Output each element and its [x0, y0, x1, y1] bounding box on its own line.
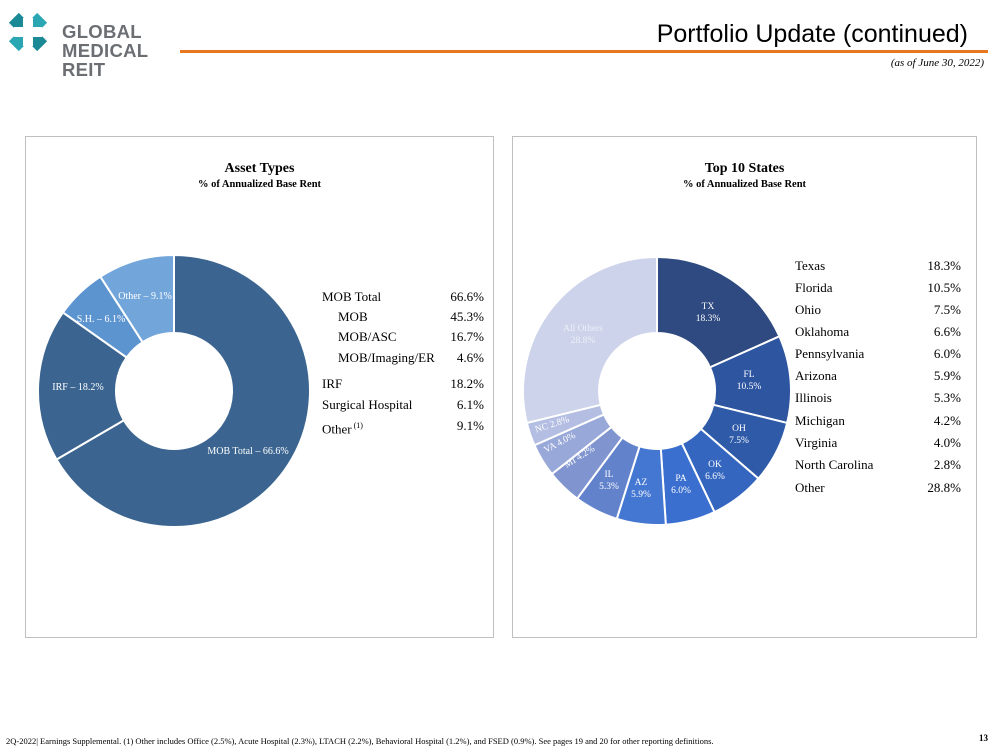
asset-types-donut: MOB Total – 66.6% IRF – 18.2% S.H. – 6.1% O… — [37, 253, 311, 528]
legend-value: 4.0% — [933, 435, 961, 450]
footer-note: 2Q-2022| Earnings Supplemental. (1) Othe… — [6, 736, 714, 746]
legend-value: 10.5% — [927, 280, 961, 295]
slice-label-mob-total: MOB Total – 66.6% — [207, 446, 288, 457]
top-states-donut: TX 18.3% FL 10.5% OH 7.5%OK 6.6% PA 6.0% AZ 5.9% IL… — [522, 255, 792, 526]
legend-value: 9.1% — [456, 418, 484, 433]
footnote-marker: (1) — [351, 421, 363, 430]
legend-value: 6.1% — [456, 397, 484, 412]
logo-line-1: GLOBAL — [62, 21, 142, 42]
top-states-subtitle: % of Annualized Base Rent — [682, 179, 807, 190]
logo-line-2: MEDICAL REIT — [62, 40, 149, 80]
legend-label: Other (1) — [322, 421, 363, 437]
legend-label: Michigan — [795, 413, 845, 428]
logo-wordmark: GLOBAL MEDICAL REIT — [62, 22, 190, 79]
legend-value: 4.2% — [933, 413, 961, 428]
top-states-title: Top 10 States — [704, 161, 785, 176]
slice-all-others — [522, 255, 658, 425]
slice-tx — [656, 255, 781, 369]
slice-label-tx: TX 18.3% — [696, 302, 721, 324]
legend-label: Florida — [795, 280, 833, 295]
slice-label-other: Other – 9.1% — [118, 291, 172, 302]
page-subtitle: (as of June 30, 2022) — [890, 57, 984, 69]
legend-label: IRF — [322, 376, 343, 391]
legend-value: 66.6% — [450, 289, 484, 304]
legend-value: 5.3% — [933, 390, 961, 405]
slice-label-s-h: S.H. – 6.1% — [77, 314, 126, 325]
slice-label-ok: OK 6.6% — [705, 460, 725, 482]
slice-label-irf: IRF – 18.2% — [52, 382, 103, 393]
legend-label: Pennsylvania — [795, 346, 865, 361]
legend-label: MOB Total — [322, 289, 382, 304]
slice-mob-total — [55, 253, 311, 528]
legend-value: 2.8% — [933, 457, 961, 472]
legend-value: 6.6% — [933, 324, 961, 339]
legend-value: 6.0% — [933, 346, 961, 361]
legend-value: 45.3% — [450, 309, 484, 324]
legend-value: 5.9% — [933, 368, 961, 383]
legend-label: Arizona — [795, 368, 837, 383]
legend-value: 7.5% — [933, 302, 961, 317]
header-rule — [180, 50, 988, 53]
top-states-panel: Top 10 States % of Annualized Base Rent … — [512, 136, 977, 638]
page-number: 13 — [979, 733, 988, 743]
slice-label-all-others: All Others 28.8% — [563, 324, 603, 346]
slice-irf — [37, 311, 129, 461]
slice-label-fl: FL 10.5% — [737, 370, 762, 392]
legend-label: Oklahoma — [795, 324, 850, 339]
legend-value: 28.8% — [927, 480, 961, 495]
legend-label: North Carolina — [795, 457, 874, 472]
legend-label: Surgical Hospital — [322, 397, 413, 412]
legend-label: MOB/Imaging/ER — [338, 350, 435, 365]
legend-label: Ohio — [795, 302, 821, 317]
legend-value: 18.2% — [450, 376, 484, 391]
asset-types-subtitle: % of Annualized Base Rent — [197, 179, 322, 190]
page-title: Portfolio Update (continued) — [656, 20, 968, 48]
legend-value: 4.6% — [456, 350, 484, 365]
legend-label: Other — [795, 480, 825, 495]
company-logo: GLOBAL MEDICAL REIT — [0, 8, 190, 79]
legend-value: 18.3% — [927, 258, 961, 273]
slice-label-oh: OH 7.5% — [729, 424, 749, 446]
asset-types-title: Asset Types — [224, 161, 295, 176]
slice-other — [99, 253, 175, 344]
slice-label-az: AZ 5.9% — [631, 478, 651, 500]
slice-label-il: IL 5.3% — [599, 470, 619, 492]
legend-label: Virginia — [795, 435, 838, 450]
legend-label: Illinois — [795, 390, 832, 405]
legend-label: MOB — [338, 309, 368, 324]
legend-value: 16.7% — [450, 329, 484, 344]
legend-label: Texas — [795, 258, 826, 273]
logo-mark-icon — [8, 12, 48, 52]
asset-types-panel: Asset Types % of Annualized Base Rent MO… — [25, 136, 494, 638]
legend-label: MOB/ASC — [338, 329, 397, 344]
slice-label-pa: PA 6.0% — [671, 474, 691, 496]
